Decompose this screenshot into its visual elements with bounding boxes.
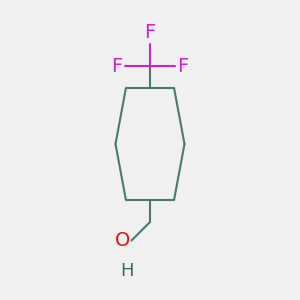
Text: F: F	[144, 23, 156, 42]
Text: O: O	[115, 231, 130, 250]
Text: F: F	[112, 56, 123, 76]
Text: F: F	[177, 56, 188, 76]
Text: H: H	[120, 262, 134, 280]
